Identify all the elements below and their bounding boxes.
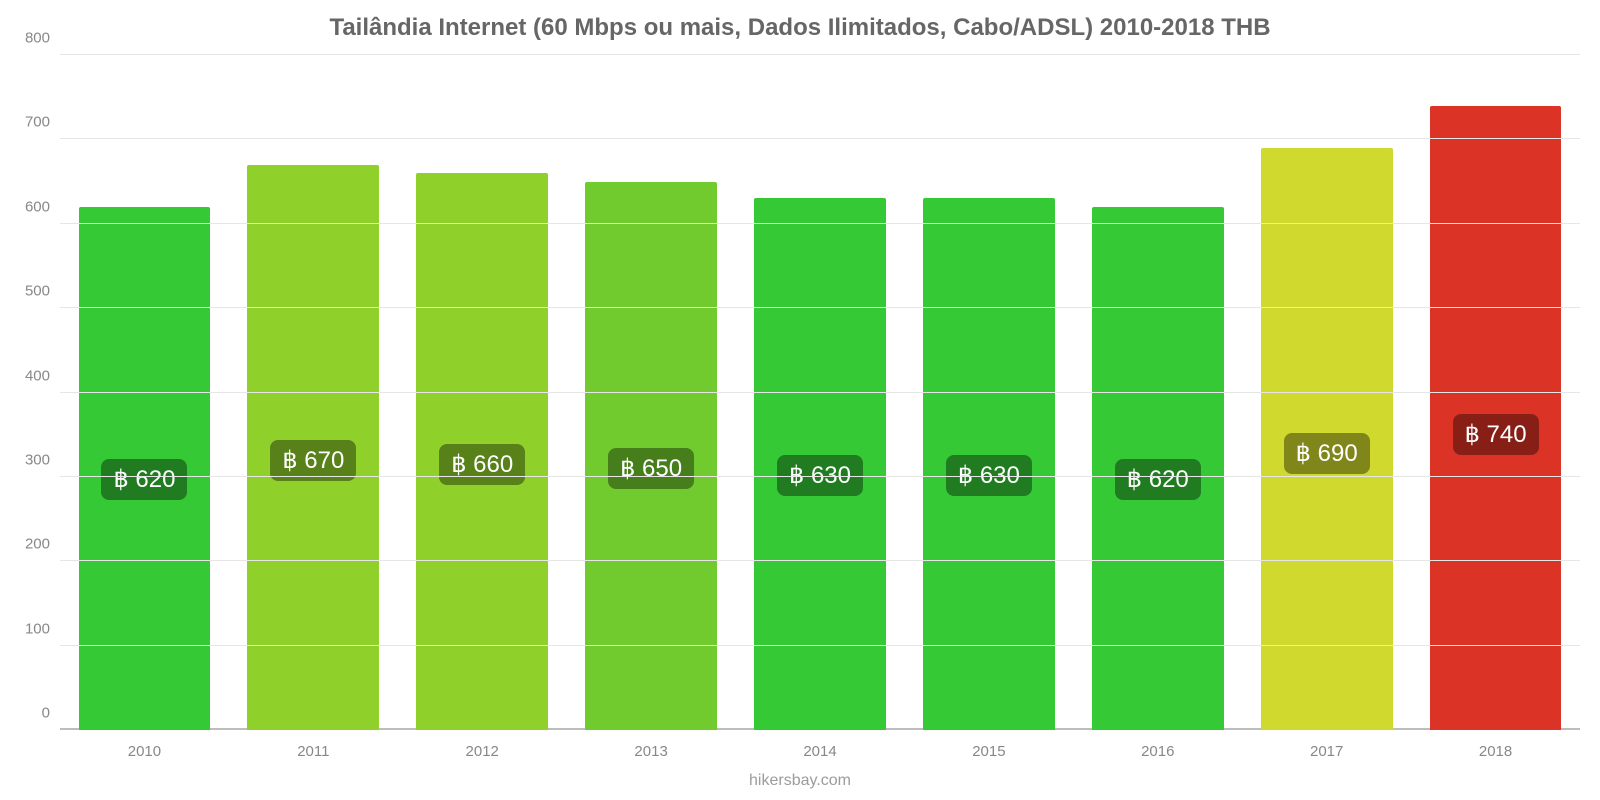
- bar-slot: ฿ 630: [904, 55, 1073, 730]
- y-tick-label: 200: [25, 536, 50, 553]
- x-tick-label: 2010: [60, 743, 229, 760]
- bar-slot: ฿ 650: [567, 55, 736, 730]
- x-tick-label: 2013: [567, 743, 736, 760]
- bar: ฿ 690: [1261, 148, 1393, 730]
- bar: ฿ 630: [754, 198, 886, 730]
- value-badge: ฿ 740: [1453, 414, 1539, 455]
- y-tick-label: 0: [42, 705, 50, 722]
- value-badge: ฿ 660: [439, 444, 525, 485]
- x-tick-label: 2017: [1242, 743, 1411, 760]
- bar-slot: ฿ 740: [1411, 55, 1580, 730]
- bar: ฿ 650: [585, 182, 717, 730]
- bar-slot: ฿ 690: [1242, 55, 1411, 730]
- x-tick-label: 2015: [904, 743, 1073, 760]
- value-badge: ฿ 620: [1115, 459, 1201, 500]
- gridline: [60, 138, 1580, 139]
- value-badge: ฿ 650: [608, 448, 694, 489]
- value-badge: ฿ 620: [101, 459, 187, 500]
- gridline: [60, 307, 1580, 308]
- bar-slot: ฿ 620: [1073, 55, 1242, 730]
- y-tick-label: 400: [25, 367, 50, 384]
- bar-slot: ฿ 660: [398, 55, 567, 730]
- bar-slot: ฿ 670: [229, 55, 398, 730]
- bar: ฿ 740: [1430, 106, 1562, 730]
- x-tick-label: 2014: [736, 743, 905, 760]
- y-tick-label: 500: [25, 283, 50, 300]
- x-tick-label: 2016: [1073, 743, 1242, 760]
- bar-slot: ฿ 630: [736, 55, 905, 730]
- gridline: [60, 392, 1580, 393]
- y-tick-label: 800: [25, 30, 50, 47]
- chart-container: Tailândia Internet (60 Mbps ou mais, Dad…: [0, 0, 1600, 800]
- y-tick-label: 600: [25, 198, 50, 215]
- gridline: [60, 476, 1580, 477]
- plot-area: ฿ 620 ฿ 670 ฿ 660 ฿ 650 ฿ 630 ฿ 630 ฿ 620 ฿ 690…: [60, 55, 1580, 730]
- bars-row: ฿ 620 ฿ 670 ฿ 660 ฿ 650 ฿ 630 ฿ 630 ฿ 620 ฿ 690…: [60, 55, 1580, 730]
- chart-title: Tailândia Internet (60 Mbps ou mais, Dad…: [0, 0, 1600, 42]
- x-tick-label: 2012: [398, 743, 567, 760]
- x-tick-label: 2018: [1411, 743, 1580, 760]
- y-tick-label: 100: [25, 620, 50, 637]
- y-tick-label: 300: [25, 451, 50, 468]
- value-badge: ฿ 690: [1284, 433, 1370, 474]
- gridline: [60, 54, 1580, 55]
- x-axis-labels: 201020112012201320142015201620172018: [60, 743, 1580, 760]
- bar: ฿ 660: [416, 173, 548, 730]
- bar: ฿ 620: [1092, 207, 1224, 730]
- gridline: [60, 645, 1580, 646]
- bar-slot: ฿ 620: [60, 55, 229, 730]
- bar: ฿ 630: [923, 198, 1055, 730]
- x-tick-label: 2011: [229, 743, 398, 760]
- source-label: hikersbay.com: [0, 772, 1600, 790]
- y-tick-label: 700: [25, 114, 50, 131]
- bar: ฿ 620: [79, 207, 211, 730]
- gridline: [60, 560, 1580, 561]
- gridline: [60, 223, 1580, 224]
